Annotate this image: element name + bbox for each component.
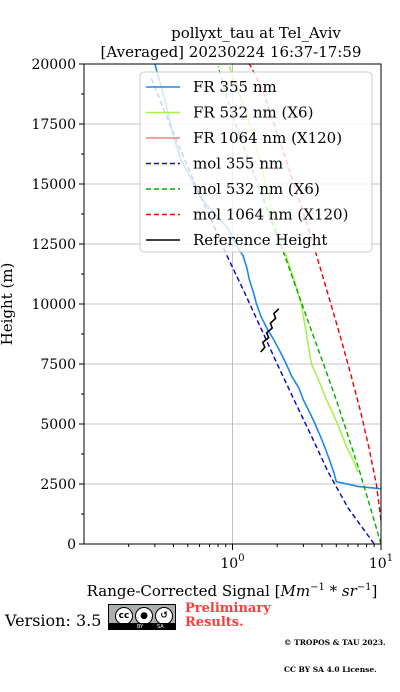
legend-label: Reference Height: [193, 231, 327, 249]
cc-sa-text: SA: [157, 624, 164, 630]
footer: Version: 3.5 cc ● ↺ BY SA Preliminary Re…: [0, 600, 400, 675]
x-axis-label-exp2: −1: [357, 582, 372, 593]
y-axis-label: Height (m): [0, 263, 16, 346]
x-axis-label-prefix: Range-Corrected Signal [: [87, 582, 281, 600]
axis-ticks: 0 2500 5000 7500 10000 12500 15000 17500 20000 10…: [31, 57, 393, 572]
y-tick-label: 7500: [40, 357, 76, 373]
x-tick-label: 101: [369, 553, 393, 572]
legend-label: FR 1064 nm (X120): [193, 129, 342, 147]
legend-box: [139, 71, 373, 253]
series-6-line: [260, 308, 280, 353]
x-axis-label-unit: Mm: [280, 582, 311, 600]
y-tick-label: 0: [67, 537, 76, 553]
x-axis-label: Range-Corrected Signal [Mm−1 * sr−1]: [87, 582, 378, 600]
legend-label: FR 532 nm (X6): [193, 104, 313, 122]
version-label: Version: 3.5: [5, 611, 102, 630]
cc-badge-strip: BY SA: [109, 623, 175, 630]
legend-label: mol 1064 nm (X120): [193, 206, 348, 224]
x-axis-label-sr: * sr: [325, 582, 358, 600]
cc-by-text: BY: [137, 624, 144, 630]
chart-subtitle: [Averaged] 20230224 16:37-17:59: [101, 43, 362, 61]
copyright-notice: © TROPOS & TAU 2023. CC BY SA 4.0 Licens…: [284, 620, 386, 692]
preliminary-notice: Preliminary Results.: [185, 602, 271, 630]
legend: FR 355 nm FR 532 nm (X6) FR 1064 nm (X120)…: [139, 71, 373, 253]
x-axis-label-suffix: ]: [372, 582, 378, 600]
y-tick-label: 2500: [40, 477, 76, 493]
legend-label: mol 355 nm: [193, 155, 283, 173]
legend-label: FR 355 nm: [193, 78, 277, 96]
y-tick-label: 5000: [40, 417, 76, 433]
x-tick-label: 100: [220, 553, 244, 572]
y-tick-label: 10000: [31, 297, 76, 313]
y-tick-label: 20000: [31, 57, 76, 73]
chart-title: pollyxt_tau at Tel_Aviv: [171, 24, 341, 42]
copyright-line-1: © TROPOS & TAU 2023.: [284, 638, 386, 647]
copyright-line-2: CC BY SA 4.0 License.: [284, 665, 377, 674]
sa-share-icon: ↺: [155, 607, 173, 625]
preliminary-line-2: Results.: [185, 615, 244, 630]
y-tick-label: 17500: [31, 117, 76, 133]
y-tick-label: 15000: [31, 177, 76, 193]
preliminary-line-1: Preliminary: [185, 601, 271, 616]
legend-label: mol 532 nm (X6): [193, 180, 320, 198]
cc-license-badge: cc ● ↺ BY SA: [108, 604, 176, 630]
x-axis-label-exp1: −1: [310, 582, 325, 593]
y-tick-label: 12500: [31, 237, 76, 253]
lidar-profile-chart: 0 2500 5000 7500 10000 12500 15000 17500 20000 10…: [0, 24, 393, 600]
